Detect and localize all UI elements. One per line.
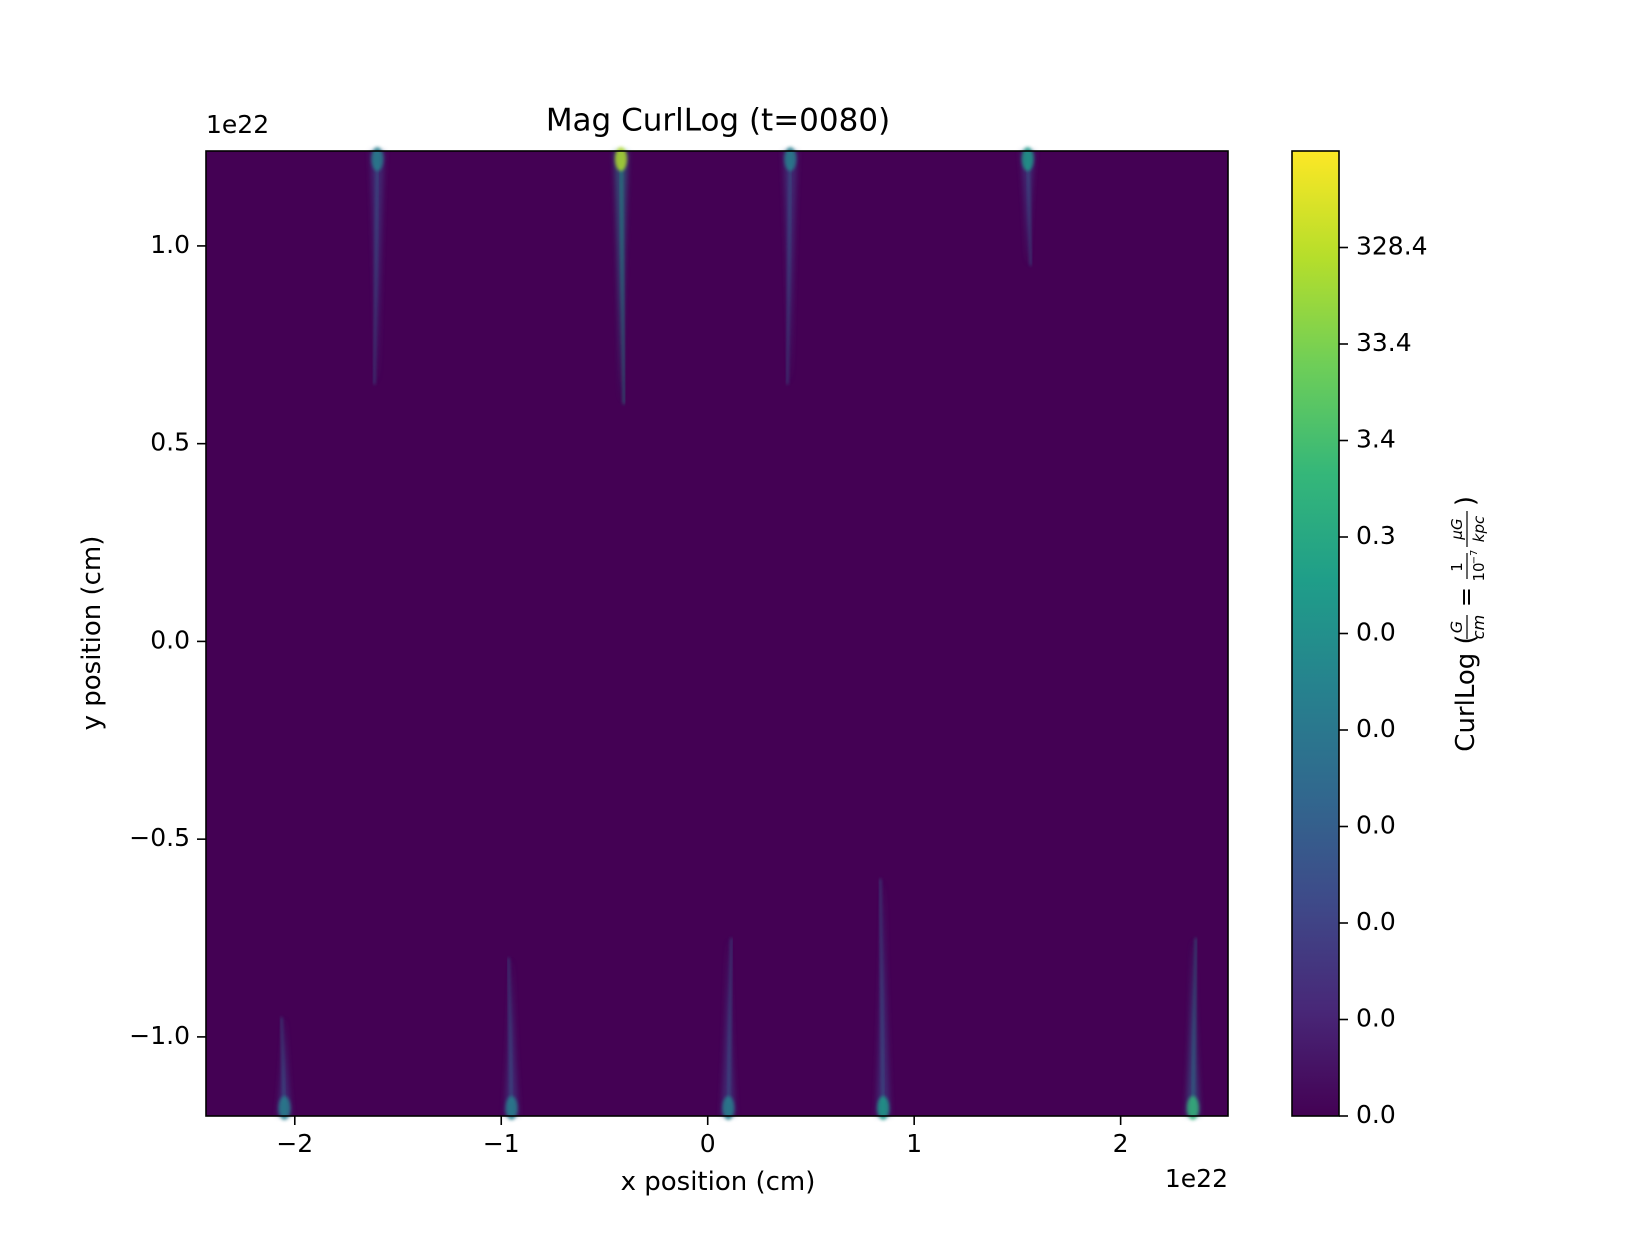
chart-title: Mag CurlLog (t=0080) [546,103,890,139]
y-tick-label: −0.5 [129,823,190,852]
y-tick-label: 1.0 [150,230,190,259]
x-tick-label: 0 [700,1129,716,1158]
y-tick-label: 0.0 [150,625,190,654]
heatmap-filament [783,147,798,385]
y-axis: −1.0 −0.5 0.0 0.5 1.0 [129,230,206,1050]
colorbar-tick-label: 0.0 [1356,907,1396,936]
y-tick-label: 0.5 [150,428,190,457]
x-offset-label: 1e22 [1165,1164,1228,1193]
colorbar-tick-label: 328.4 [1356,232,1428,261]
x-tick-label: −2 [276,1129,313,1158]
heatmap-filament [613,147,628,405]
x-tick-label: −1 [483,1129,520,1158]
svg-text:1: 1 [1448,562,1466,572]
colorbar-tick-label: 3.4 [1356,425,1396,454]
x-tick-label: 2 [1113,1129,1129,1158]
svg-text:10: 10 [1470,562,1488,581]
colorbar-tick-label: 0.0 [1356,1100,1396,1129]
heatmap-filament [876,878,891,1120]
colorbar-tick-label: 0.0 [1356,1004,1396,1033]
svg-text:−7: −7 [1469,550,1480,565]
heatmap-filament [1020,147,1035,266]
x-axis: −2 −1 0 1 2 [276,1116,1129,1158]
heatmap-filament [277,1017,292,1120]
colorbar-tick-label: 0.0 [1356,618,1396,647]
colorbar-tick-label: 0.0 [1356,811,1396,840]
x-axis-label: x position (cm) [621,1167,816,1197]
y-axis-label: y position (cm) [77,536,107,731]
colorbar-label-close: ) [1451,496,1481,506]
heatmap-plot [205,147,1229,1120]
colorbar-tick-label: 33.4 [1356,328,1412,357]
colorbar-label-conversion: 1 10−7μG kpc [1448,511,1488,582]
heatmap-filament [370,147,385,385]
y-offset-label: 1e22 [206,110,269,139]
heatmap-filament [1185,938,1200,1120]
svg-text:G: G [1447,621,1466,633]
colorbar-tick-label: 0.3 [1356,521,1396,550]
svg-text:μG: μG [1448,518,1466,540]
svg-text:CurlLog (: CurlLog ( [1451,634,1481,751]
heatmap-filament [504,957,519,1120]
colorbar: 0.0 0.0 0.0 0.0 0.0 0.0 0.3 3.4 33.4 328.4 CurlLo… [1291,150,1488,1129]
colorbar-tick-label: 0.0 [1356,714,1396,743]
colorbar-ticks: 0.0 0.0 0.0 0.0 0.0 0.0 0.3 3.4 33.4 328.4 [1339,232,1428,1129]
y-tick-label: −1.0 [129,1021,190,1050]
plot-frame [205,150,1229,1117]
colorbar-label: CurlLog ( [1451,634,1481,751]
colorbar-label-text: CurlLog ( [1451,634,1481,751]
heatmap-background [206,151,1228,1116]
heatmap-features [277,147,1200,1120]
heatmap-filament [721,938,736,1120]
svg-text:cm: cm [1469,615,1488,639]
colorbar-label-eq: = [1452,587,1480,607]
svg-text:kpc: kpc [1470,515,1488,542]
x-tick-label: 1 [906,1129,922,1158]
colorbar-gradient [1291,150,1340,1117]
